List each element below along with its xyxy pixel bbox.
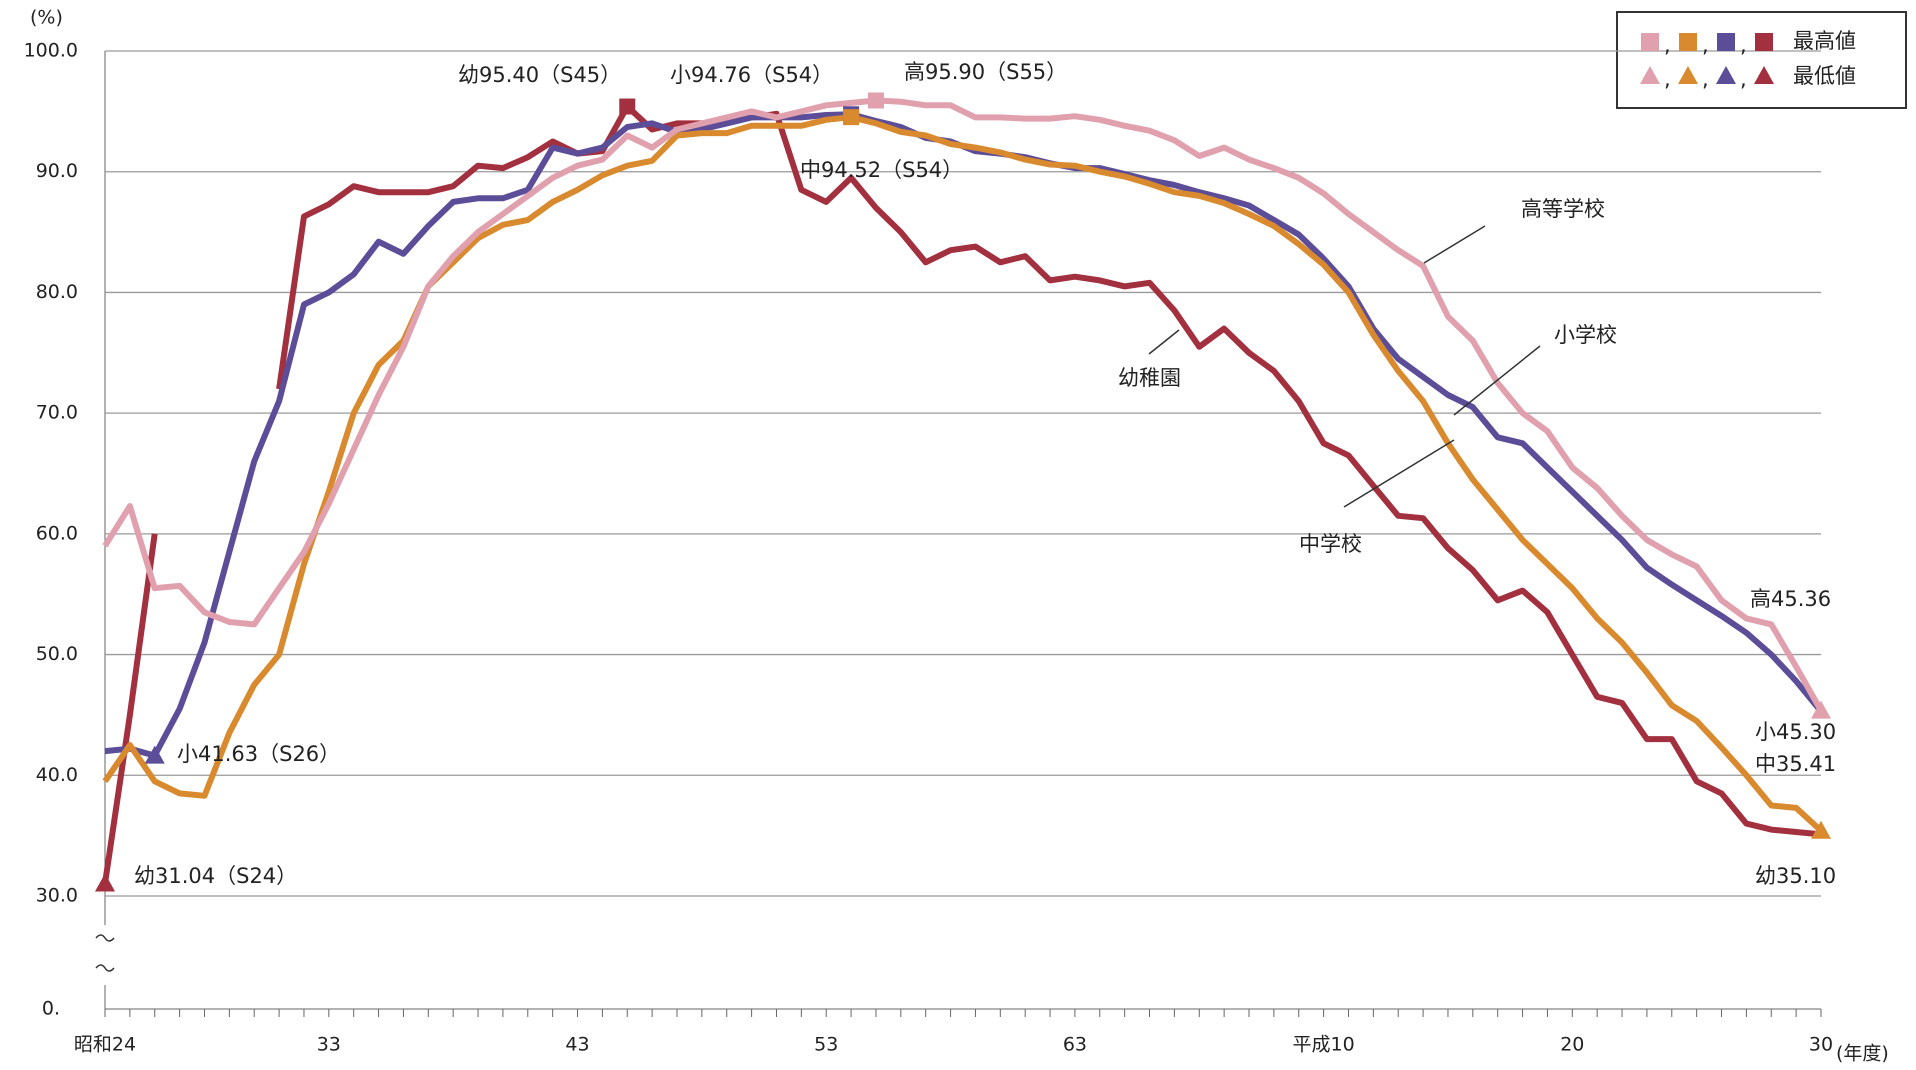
x-tick-label: 33 <box>317 1034 341 1056</box>
x-unit-label: (年度) <box>1836 1043 1889 1065</box>
y-tick-label: 90.0 <box>36 160 78 182</box>
annotation: 幼95.40（S45） <box>458 63 621 87</box>
series-label: 幼稚園 <box>1118 366 1181 390</box>
y-tick-label: 60.0 <box>36 522 78 544</box>
legend-triangle <box>1716 66 1736 84</box>
series-label: 高等学校 <box>1521 197 1605 221</box>
y-unit-label: (%) <box>30 7 63 29</box>
x-tick-label: 63 <box>1063 1034 1087 1056</box>
legend-square <box>1755 33 1773 51</box>
annotation: 中35.41 <box>1755 752 1836 776</box>
annotation: 高45.36 <box>1750 587 1831 611</box>
legend-label: 最高値 <box>1793 29 1856 53</box>
annotation: 小41.63（S26） <box>177 742 340 766</box>
min-marker <box>1811 700 1831 719</box>
max-marker <box>843 109 860 126</box>
leader-line <box>1148 329 1180 355</box>
series-line <box>102 97 1824 713</box>
y-tick-label: 80.0 <box>36 281 78 303</box>
x-tick-label: 43 <box>565 1034 589 1056</box>
legend-square <box>1641 33 1659 51</box>
x-tick-label: 53 <box>814 1034 838 1056</box>
leader-line <box>1453 345 1541 416</box>
legend-triangle <box>1678 66 1698 84</box>
y-tick-label: 70.0 <box>36 402 78 424</box>
legend-label: 最低値 <box>1793 64 1856 88</box>
y-tick-label: 30.0 <box>36 885 78 907</box>
y-tick-label: 40.0 <box>36 764 78 786</box>
legend-separator: , <box>1702 33 1709 57</box>
annotation: 幼31.04（S24） <box>134 864 297 888</box>
legend-triangle <box>1640 66 1660 84</box>
legend-separator: , <box>1740 33 1747 57</box>
legend-separator: , <box>1740 67 1747 91</box>
legend-square <box>1717 33 1735 51</box>
legend-separator: , <box>1664 33 1671 57</box>
legend-box <box>1616 11 1907 109</box>
x-tick-label: 20 <box>1560 1034 1584 1056</box>
y-tick-label: 100.0 <box>24 40 78 62</box>
annotation: 中94.52（S54） <box>800 158 963 182</box>
x-tick-label: 平成10 <box>1293 1034 1355 1056</box>
annotation: 小45.30 <box>1755 720 1836 744</box>
legend-triangle <box>1754 66 1774 84</box>
leader-line <box>1343 439 1455 508</box>
x-tick-label: 30 <box>1809 1034 1833 1056</box>
series-line <box>102 103 1822 884</box>
min-marker <box>144 745 165 764</box>
series-line <box>102 114 1824 833</box>
leader-line <box>1423 225 1486 264</box>
axis-break <box>95 934 115 972</box>
series-label: 小学校 <box>1554 323 1617 347</box>
min-marker <box>95 873 115 892</box>
min-marker <box>1811 820 1831 839</box>
annotation: 高95.90（S55） <box>904 60 1067 84</box>
series-label: 中学校 <box>1299 532 1362 556</box>
x-tick-label: 昭和24 <box>74 1034 136 1056</box>
max-marker <box>867 92 884 109</box>
max-marker <box>619 98 636 115</box>
legend-separator: , <box>1702 67 1709 91</box>
y-break-label: 0. <box>42 998 60 1020</box>
annotation: 幼35.10 <box>1755 864 1836 888</box>
annotation: 小94.76（S54） <box>670 63 833 87</box>
legend-separator: , <box>1664 67 1671 91</box>
legend-square <box>1679 33 1697 51</box>
y-tick-label: 50.0 <box>36 643 78 665</box>
